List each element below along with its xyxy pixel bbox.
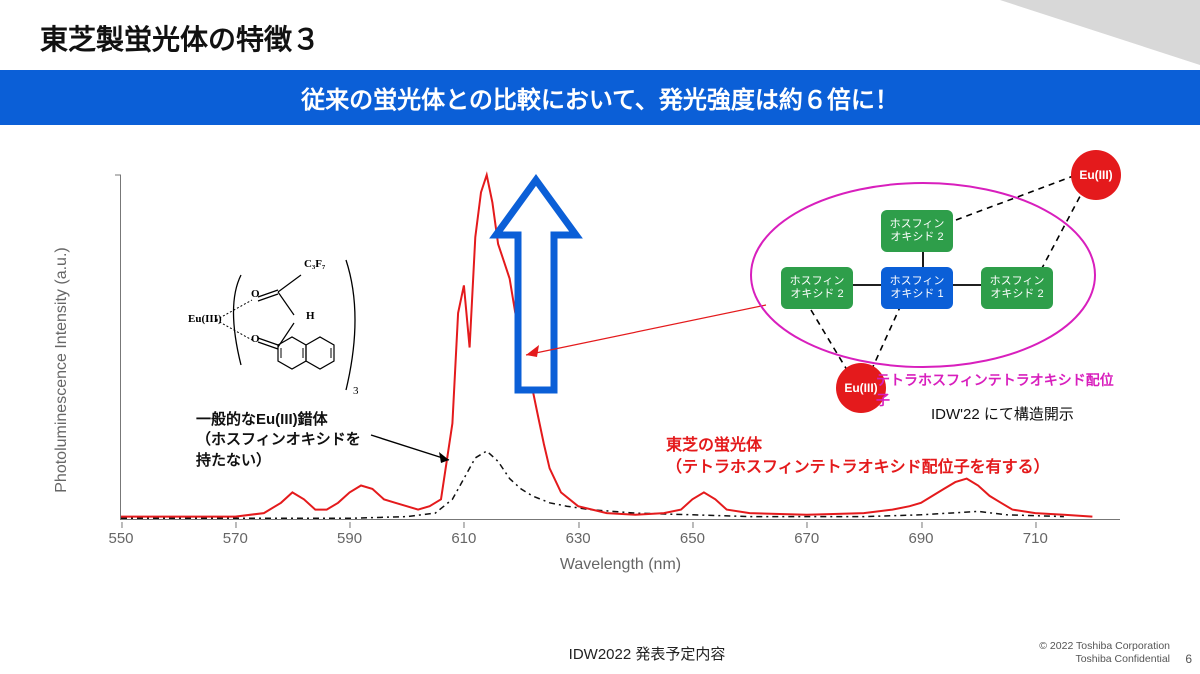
x-tick: 690 [908,530,933,547]
banner-text: 従来の蛍光体との比較において、発光強度は約６倍に！ [0,70,1200,125]
x-tick: 650 [680,530,705,547]
spectrum-chart: Photoluminescence Intensity (a.u.) 55057… [70,155,1150,585]
page-number: 6 [1185,652,1192,666]
conv-l1: 一般的なEu(III)錯体 [196,411,328,428]
x-tick: 710 [1023,530,1048,547]
cr2: Toshiba Confidential [1075,653,1170,665]
footer-center: IDW2022 発表予定内容 [569,643,726,664]
y-axis-label: Photoluminescence Intensity (a.u.) [53,247,71,492]
mol-c3f7: C₃F₇ [304,258,325,270]
mol-eu-label: Eu(III) [188,313,222,325]
idw-label: IDW'22 にて構造開示 [931,403,1074,424]
cr1: © 2022 Toshiba Corporation [1039,640,1170,652]
mol-h: H [306,310,315,322]
ligand-left: ホスフィンオキシド 2 [781,267,853,309]
x-tick: 610 [451,530,476,547]
tos-l2: （テトラホスフィンテトラオキシド配位子を有する） [666,459,1050,476]
mol-o1: O [251,288,260,300]
tos-l1: 東芝の蛍光体 [666,437,762,454]
eu-circle-top: Eu(III) [1071,150,1121,200]
conv-l3: 持たない） [196,452,271,469]
corner-decoration [1000,0,1200,65]
red-arrow-icon [521,305,771,385]
conv-l2: （ホスフィンオキシドを [196,431,361,448]
x-tick: 590 [337,530,362,547]
black-arrow-icon [371,425,471,475]
x-tick: 570 [223,530,248,547]
x-tick: 550 [108,530,133,547]
molecule-icon [186,245,376,405]
conventional-label: 一般的なEu(III)錯体 （ホスフィンオキシドを 持たない） [196,410,361,471]
x-tick: 670 [794,530,819,547]
x-axis-label: Wavelength (nm) [560,556,681,574]
footer-copyright: © 2022 Toshiba Corporation Toshiba Confi… [1039,640,1170,666]
plot-area: 550570590610630650670690710 Wavelength (… [120,175,1120,520]
x-tick: 630 [566,530,591,547]
ligand-top: ホスフィンオキシド 2 [881,210,953,252]
mol-o2: O [251,333,260,345]
mol-sub3: 3 [353,385,359,397]
ligand-center: ホスフィンオキシド 1 [881,267,953,309]
ligand-right: ホスフィンオキシド 2 [981,267,1053,309]
toshiba-label: 東芝の蛍光体 （テトラホスフィンテトラオキシド配位子を有する） [666,435,1050,478]
